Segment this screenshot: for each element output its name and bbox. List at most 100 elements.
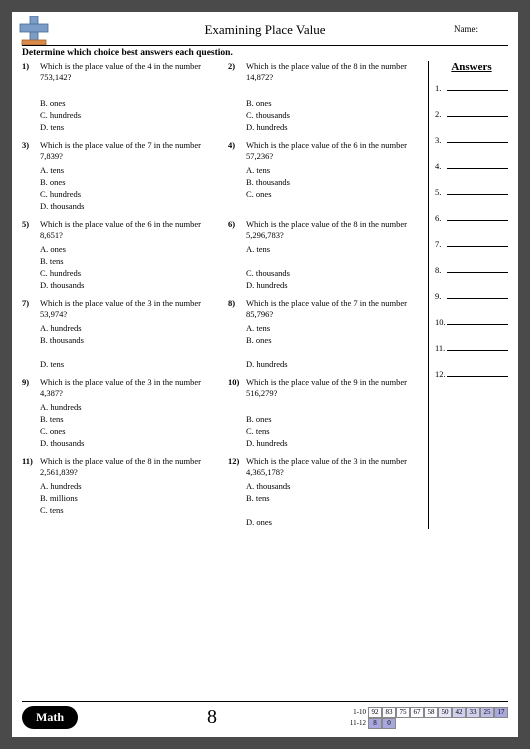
question-number: 10): [228, 377, 246, 400]
score-cell: 17: [494, 707, 508, 718]
choice: A. tens: [246, 165, 424, 177]
score-cell: 0: [382, 718, 396, 729]
question-number: 11): [22, 456, 40, 479]
choices: B. onesC. tensD. hundreds: [246, 402, 424, 450]
choice: D. hundreds: [246, 280, 424, 292]
choice: C. hundreds: [40, 189, 218, 201]
question-text: Which is the place value of the 9 in the…: [246, 377, 424, 400]
question: 9)Which is the place value of the 3 in t…: [22, 377, 218, 450]
choice: A. hundreds: [40, 481, 218, 493]
choice: D. ones: [246, 517, 424, 529]
choice: B. ones: [246, 335, 424, 347]
answer-line: 2.: [435, 107, 508, 119]
answer-line: 8.: [435, 263, 508, 275]
question-number: 1): [22, 61, 40, 84]
answer-line: 11.: [435, 341, 508, 353]
answer-blank[interactable]: [447, 263, 508, 273]
choice: B. thousands: [246, 177, 424, 189]
answer-blank[interactable]: [447, 211, 508, 221]
answer-number: 6.: [435, 213, 447, 223]
question: 5)Which is the place value of the 6 in t…: [22, 219, 218, 292]
answer-line: 1.: [435, 81, 508, 93]
page-header: Examining Place Value Name:: [22, 20, 508, 46]
choices: B. onesC. hundredsD. tens: [40, 86, 218, 134]
choice: [246, 402, 424, 414]
question: 10)Which is the place value of the 9 in …: [228, 377, 424, 450]
score-cell: 42: [452, 707, 466, 718]
question-text: Which is the place value of the 6 in the…: [40, 219, 218, 242]
question-text: Which is the place value of the 7 in the…: [40, 140, 218, 163]
choices: A. hundredsB. millionsC. tens: [40, 481, 218, 529]
score-row1-label: 1-10: [346, 708, 368, 716]
answer-number: 8.: [435, 265, 447, 275]
answer-blank[interactable]: [447, 289, 508, 299]
question: 6)Which is the place value of the 8 in t…: [228, 219, 424, 292]
choice: D. tens: [40, 122, 218, 134]
choice: A. thousands: [246, 481, 424, 493]
choice: A. hundreds: [40, 402, 218, 414]
choice: C. tens: [246, 426, 424, 438]
choice: B. millions: [40, 493, 218, 505]
choice: B. ones: [246, 98, 424, 110]
question-text: Which is the place value of the 3 in the…: [40, 377, 218, 400]
answer-blank[interactable]: [447, 107, 508, 117]
choice: B. tens: [40, 256, 218, 268]
score-row2-cells: 80: [368, 718, 396, 729]
page-title: Examining Place Value: [204, 22, 325, 38]
answer-lines: 1.2.3.4.5.6.7.8.9.10.11.12.: [435, 81, 508, 379]
choice: [246, 86, 424, 98]
question-number: 12): [228, 456, 246, 479]
answer-blank[interactable]: [447, 185, 508, 195]
page-footer: Math 8 1-10 92837567585042332517 11-12 8…: [22, 701, 508, 729]
score-cell: 92: [368, 707, 382, 718]
choice: A. hundreds: [40, 323, 218, 335]
score-cell: 33: [466, 707, 480, 718]
instructions: Determine which choice best answers each…: [22, 48, 508, 58]
answer-line: 3.: [435, 133, 508, 145]
choice: D. hundreds: [246, 359, 424, 371]
choice: [246, 505, 424, 517]
answer-number: 2.: [435, 109, 447, 119]
question-text: Which is the place value of the 8 in the…: [246, 61, 424, 84]
choice: D. thousands: [40, 280, 218, 292]
choices: A. tensB. thousandsC. ones: [246, 165, 424, 213]
choice: D. thousands: [40, 438, 218, 450]
answer-blank[interactable]: [447, 159, 508, 169]
answer-blank[interactable]: [447, 81, 508, 91]
question-text: Which is the place value of the 4 in the…: [40, 61, 218, 84]
choices: A. hundredsB. tensC. onesD. thousands: [40, 402, 218, 450]
score-cell: 25: [480, 707, 494, 718]
answer-line: 9.: [435, 289, 508, 301]
question-number: 3): [22, 140, 40, 163]
choices: A. tensB. onesD. hundreds: [246, 323, 424, 371]
choice: C. hundreds: [40, 110, 218, 122]
worksheet-page: Examining Place Value Name: Determine wh…: [12, 12, 518, 737]
answer-number: 9.: [435, 291, 447, 301]
choice: A. tens: [246, 244, 424, 256]
answer-number: 1.: [435, 83, 447, 93]
answer-line: 5.: [435, 185, 508, 197]
answer-blank[interactable]: [447, 341, 508, 351]
choice: A. ones: [40, 244, 218, 256]
question: 12)Which is the place value of the 3 in …: [228, 456, 424, 529]
answer-blank[interactable]: [447, 133, 508, 143]
answer-blank[interactable]: [447, 367, 508, 377]
question: 7)Which is the place value of the 3 in t…: [22, 298, 218, 371]
answers-panel: Answers 1.2.3.4.5.6.7.8.9.10.11.12.: [428, 61, 508, 529]
choice: C. thousands: [246, 268, 424, 280]
math-badge: Math: [22, 706, 78, 729]
questions-grid: 1)Which is the place value of the 4 in t…: [22, 61, 428, 529]
choices: A. onesB. tensC. hundredsD. thousands: [40, 244, 218, 292]
answer-blank[interactable]: [447, 315, 508, 325]
answer-number: 4.: [435, 161, 447, 171]
choice: B. ones: [246, 414, 424, 426]
answer-number: 3.: [435, 135, 447, 145]
question: 2)Which is the place value of the 8 in t…: [228, 61, 424, 134]
question: 3)Which is the place value of the 7 in t…: [22, 140, 218, 213]
answer-number: 5.: [435, 187, 447, 197]
question-text: Which is the place value of the 8 in the…: [40, 456, 218, 479]
choice: B. ones: [40, 177, 218, 189]
score-cell: 75: [396, 707, 410, 718]
score-grid: 1-10 92837567585042332517 11-12 80: [346, 707, 508, 729]
answer-blank[interactable]: [447, 237, 508, 247]
